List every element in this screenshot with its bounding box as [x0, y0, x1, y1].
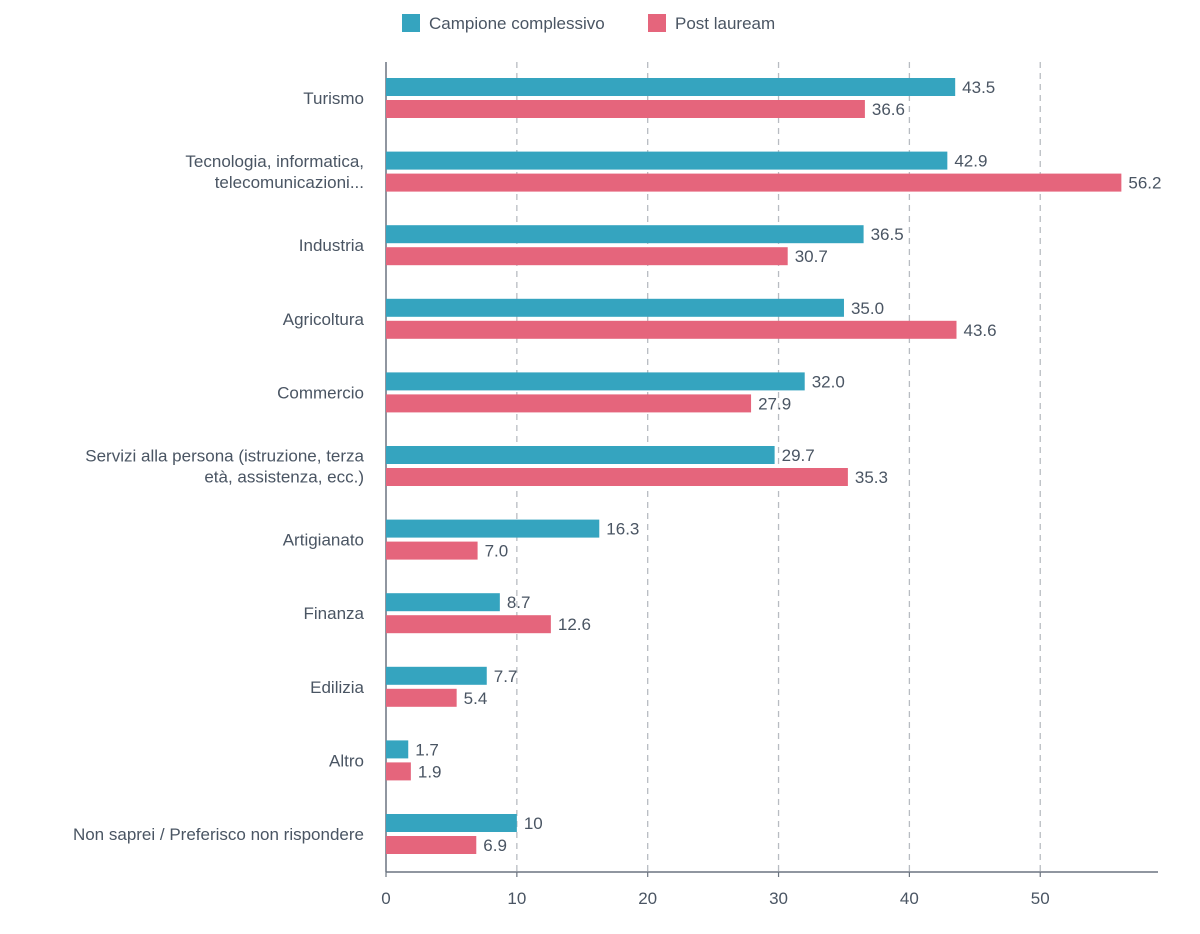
x-tick-label: 40	[900, 889, 919, 908]
bar-campione	[386, 740, 409, 759]
legend-item[interactable]: Post lauream	[648, 14, 775, 33]
bar-campione	[386, 151, 948, 170]
category-label: Tecnologia, informatica, telecomunicazion…	[185, 152, 364, 192]
x-tick-label: 50	[1031, 889, 1050, 908]
category-label: Industria	[299, 236, 365, 255]
category-label: Agricoltura	[283, 310, 365, 329]
category-label: Non saprei / Preferisco non rispondere	[73, 825, 364, 844]
data-label: 35.3	[855, 468, 888, 487]
bar-campione	[386, 298, 844, 317]
bar-campione	[386, 372, 805, 391]
legend-label: Campione complessivo	[429, 14, 605, 33]
axes: 0 10 20 30 40 50	[381, 62, 1158, 908]
bar-post-lauream	[386, 615, 551, 634]
legend-swatch	[402, 14, 420, 32]
data-label: 27.9	[758, 394, 791, 413]
data-label: 1.9	[418, 762, 442, 781]
data-label: 8.7	[507, 593, 531, 612]
x-tick-label: 20	[638, 889, 657, 908]
bar-campione	[386, 225, 864, 244]
data-label: 56.2	[1128, 174, 1161, 193]
data-label: 35.0	[851, 299, 884, 318]
bar-post-lauream	[386, 100, 865, 118]
data-label: 36.6	[872, 100, 905, 119]
category-label: Servizi alla persona (istruzione, terza e…	[85, 447, 364, 487]
category-label: Artigianato	[283, 531, 364, 550]
data-label: 43.6	[963, 321, 996, 340]
data-label: 7.7	[494, 667, 518, 686]
data-label: 7.0	[485, 542, 509, 561]
data-label: 1.7	[415, 740, 439, 759]
bar-post-lauream	[386, 394, 752, 413]
bar-post-lauream	[386, 836, 477, 854]
category-label: Altro	[329, 751, 364, 770]
data-label: 12.6	[558, 615, 591, 634]
bar-campione	[386, 446, 775, 464]
data-label: 42.9	[954, 152, 987, 171]
bar-campione	[386, 78, 956, 96]
labels: Turismo 43.5 36.6 Tecnologia, informatica, t…	[73, 78, 1162, 855]
bars	[386, 78, 1122, 854]
data-label: 36.5	[871, 225, 904, 244]
bar-post-lauream	[386, 173, 1122, 192]
category-label: Finanza	[304, 604, 365, 623]
legend-item[interactable]: Campione complessivo	[402, 14, 605, 33]
category-label: Commercio	[277, 383, 364, 402]
bar-campione	[386, 519, 600, 538]
bar-campione	[386, 814, 517, 832]
data-label: 10	[524, 814, 543, 833]
data-label: 32.0	[812, 372, 845, 391]
legend: Campione complessivo Post lauream	[402, 14, 775, 33]
category-label: Edilizia	[310, 678, 364, 697]
grid	[516, 62, 1041, 872]
bar-campione	[386, 666, 487, 685]
data-label: 43.5	[962, 78, 995, 97]
x-tick-label: 0	[381, 889, 390, 908]
data-label: 29.7	[782, 446, 815, 465]
x-tick-label: 10	[507, 889, 526, 908]
bar-post-lauream	[386, 688, 457, 707]
x-tick-label: 30	[769, 889, 788, 908]
bar-post-lauream	[386, 320, 957, 339]
data-label: 30.7	[795, 247, 828, 266]
legend-swatch	[648, 14, 666, 32]
category-label: Turismo	[303, 89, 364, 108]
data-label: 5.4	[464, 689, 488, 708]
bar-post-lauream	[386, 247, 788, 266]
bar-campione	[386, 593, 500, 612]
data-label: 16.3	[606, 520, 639, 539]
bar-post-lauream	[386, 468, 848, 486]
bar-post-lauream	[386, 541, 478, 560]
legend-label: Post lauream	[675, 14, 775, 33]
data-label: 6.9	[483, 836, 507, 855]
bar-post-lauream	[386, 762, 411, 781]
